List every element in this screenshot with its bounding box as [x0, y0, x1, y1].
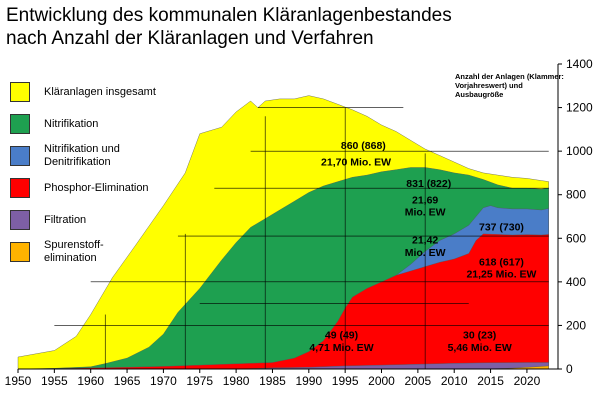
legend-item: Phosphor-Elimination [10, 178, 170, 198]
legend-swatch [10, 178, 30, 198]
data-label: 30 (23) [463, 330, 496, 342]
y-tick-label: 600 [566, 231, 586, 245]
x-tick-label: 1970 [150, 374, 177, 388]
data-label: 21,25 Mio. EW [466, 269, 536, 281]
legend-item: Spurenstoff- elimination [10, 239, 170, 264]
chart-title-line1: Entwicklung des kommunalen Kläranlagenbe… [6, 5, 452, 26]
legend-item: Nitrifikation und Denitrifikation [10, 143, 170, 168]
y-tick-label: 1000 [566, 144, 593, 158]
x-tick-label: 1995 [332, 374, 359, 388]
legend-item: Nitrifikation [10, 114, 170, 134]
y-tick-label: 200 [566, 318, 586, 332]
y-tick-label: 0 [566, 362, 573, 376]
data-label: 21,42 [412, 235, 438, 247]
legend-swatch [10, 114, 30, 134]
data-label: 5,46 Mio. EW [448, 342, 512, 354]
legend-item: Kläranlagen insgesamt [10, 82, 170, 102]
legend-label: Nitrifikation und Denitrifikation [44, 143, 120, 168]
legend-label: Phosphor-Elimination [44, 181, 149, 194]
y-tick-label: 800 [566, 188, 586, 202]
legend-label: Filtration [44, 213, 87, 226]
area-series-4 [18, 362, 549, 370]
legend-swatch [10, 82, 30, 102]
data-label: Mio. EW [405, 206, 446, 218]
area-layer [17, 95, 549, 370]
legend-swatch [10, 210, 30, 230]
x-tick-label: 1985 [259, 374, 286, 388]
legend-swatch [10, 242, 30, 262]
x-tick-label: 1960 [77, 374, 104, 388]
legend-item: Filtration [10, 210, 170, 230]
note-text: Anzahl der Anlagen (Klammer: Vorjahreswe… [455, 72, 564, 99]
y-tick-label: 400 [566, 275, 586, 289]
data-label: Mio. EW [405, 247, 446, 259]
x-tick-label: 1965 [114, 374, 141, 388]
data-label: 831 (822) [406, 178, 451, 190]
data-label: 860 (868) [341, 140, 386, 152]
data-label: 49 (49) [325, 330, 358, 342]
x-tick-label: 2005 [405, 374, 432, 388]
data-label: 4,71 Mio. EW [309, 342, 373, 354]
legend-label: Nitrifikation [44, 117, 99, 130]
legend-label: Kläranlagen insgesamt [44, 85, 156, 98]
x-tick-label: 2000 [368, 374, 395, 388]
legend-swatch [10, 146, 30, 166]
x-tick-label: 2015 [477, 374, 504, 388]
reference-line-layer [54, 107, 549, 369]
chart-title-line2: nach Anzahl der Kläranlagen und Verfahre… [6, 28, 374, 49]
x-tick-label: 1955 [41, 374, 68, 388]
x-tick-label: 1990 [295, 374, 322, 388]
y-tick-label: 1200 [566, 101, 593, 115]
x-tick-label: 1975 [186, 374, 213, 388]
legend: Kläranlagen insgesamt Nitrifikation Nitrif… [10, 82, 170, 274]
data-label: 21,70 Mio. EW [321, 156, 391, 168]
axes-layer: 1950 1955 1960 1965 1970 1975 1980 1985 1990 1995… [5, 57, 593, 388]
y-tick-label: 1400 [566, 57, 593, 71]
x-tick-label: 2010 [441, 374, 468, 388]
data-label: 21,69 [412, 194, 438, 206]
data-label: 618 (617) [479, 257, 524, 269]
x-tick-label: 1980 [223, 374, 250, 388]
x-tick-label: 2020 [514, 374, 541, 388]
x-tick-label: 1950 [5, 374, 32, 388]
legend-label: Spurenstoff- elimination [44, 239, 104, 264]
chart-title: Entwicklung des kommunalen Kläranlagenbe… [6, 4, 476, 50]
data-label: 737 (730) [479, 222, 524, 234]
